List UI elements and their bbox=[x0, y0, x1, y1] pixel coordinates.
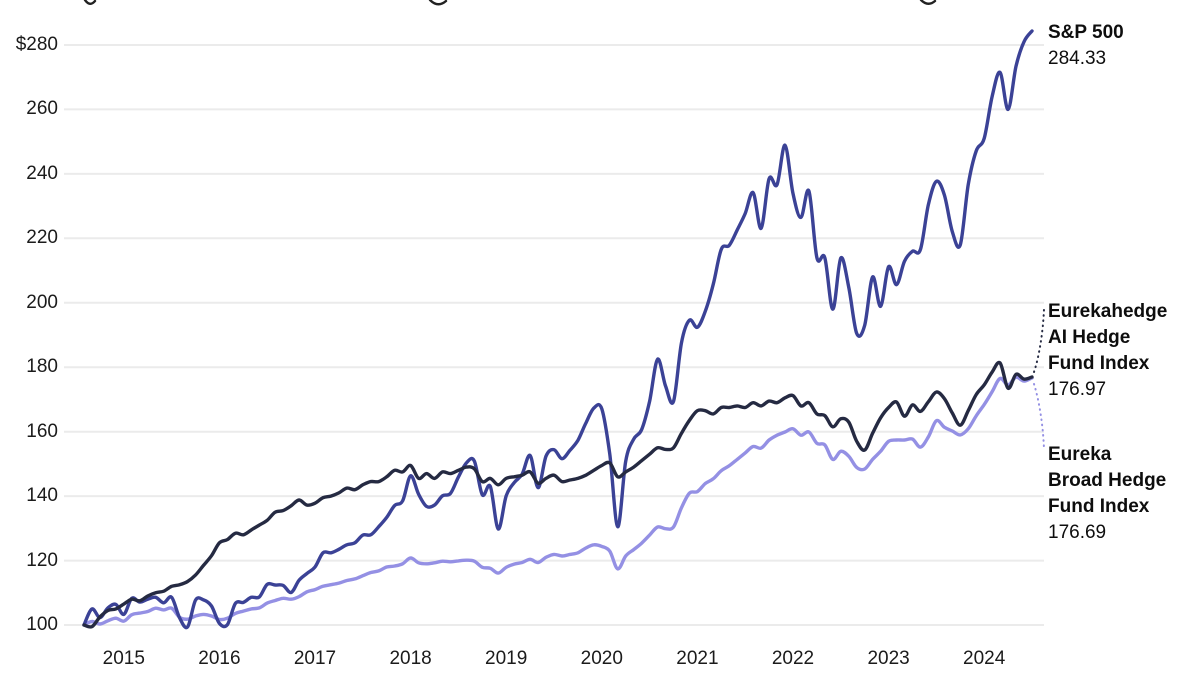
x-tick-label: 2018 bbox=[389, 648, 432, 669]
x-tick-label: 2019 bbox=[485, 648, 528, 669]
series-annotation-eureka-broad: Eureka Broad Hedge Fund Index 176.69 bbox=[1048, 442, 1196, 546]
y-tick-label: 260 bbox=[26, 98, 58, 120]
x-tick-label: 2022 bbox=[771, 648, 815, 669]
series-label-eureka-broad-line1: Eureka bbox=[1048, 444, 1112, 465]
series-label-eurekahedge-ai-line3: Fund Index bbox=[1048, 353, 1150, 374]
y-tick-label: 200 bbox=[26, 291, 58, 313]
y-tick-label: 160 bbox=[26, 420, 58, 442]
series-label-eurekahedge-ai-line1: Eurekahedge bbox=[1048, 301, 1168, 322]
x-tick-label: 2020 bbox=[580, 648, 623, 669]
clipped-title-fragment bbox=[428, 0, 448, 6]
y-tick-label: 100 bbox=[26, 614, 58, 635]
y-tick-label: $280 bbox=[15, 34, 58, 55]
x-tick-label: 2015 bbox=[102, 648, 145, 669]
series-label-eurekahedge-ai-line2: AI Hedge bbox=[1048, 327, 1131, 348]
sp500-line bbox=[82, 29, 1034, 630]
ai-label-leader-line bbox=[1033, 308, 1045, 373]
clipped-title-fragment bbox=[83, 0, 97, 5]
series-annotation-eurekahedge-ai: Eurekahedge AI Hedge Fund Index 176.97 bbox=[1048, 299, 1196, 403]
series-final-value-eureka-broad: 176.69 bbox=[1048, 522, 1107, 543]
clipped-title-fragment bbox=[919, 0, 937, 5]
series-final-value-sp500: 284.33 bbox=[1048, 48, 1107, 69]
eurekahedge-ai-line bbox=[82, 360, 1034, 629]
series-label-sp500: S&P 500 bbox=[1048, 22, 1124, 43]
x-tick-label: 2024 bbox=[963, 648, 1006, 669]
x-tick-label: 2021 bbox=[676, 648, 719, 669]
x-tick-label: 2023 bbox=[867, 648, 910, 669]
series-label-eureka-broad-line3: Fund Index bbox=[1048, 496, 1150, 517]
series-annotation-sp500: S&P 500 284.33 bbox=[1048, 20, 1196, 72]
broad-label-leader-line bbox=[1033, 383, 1045, 450]
x-tick-label: 2017 bbox=[293, 648, 337, 669]
y-tick-label: 120 bbox=[26, 549, 58, 571]
x-tick-label: 2016 bbox=[198, 648, 241, 669]
series-label-eureka-broad-line2: Broad Hedge bbox=[1048, 470, 1167, 491]
eureka-broad-line bbox=[82, 375, 1034, 627]
series-final-value-eurekahedge-ai: 176.97 bbox=[1048, 379, 1107, 400]
y-tick-label: 240 bbox=[26, 162, 58, 184]
y-tick-label: 220 bbox=[26, 227, 58, 249]
y-tick-label: 140 bbox=[26, 485, 58, 507]
y-tick-label: 180 bbox=[26, 356, 58, 378]
